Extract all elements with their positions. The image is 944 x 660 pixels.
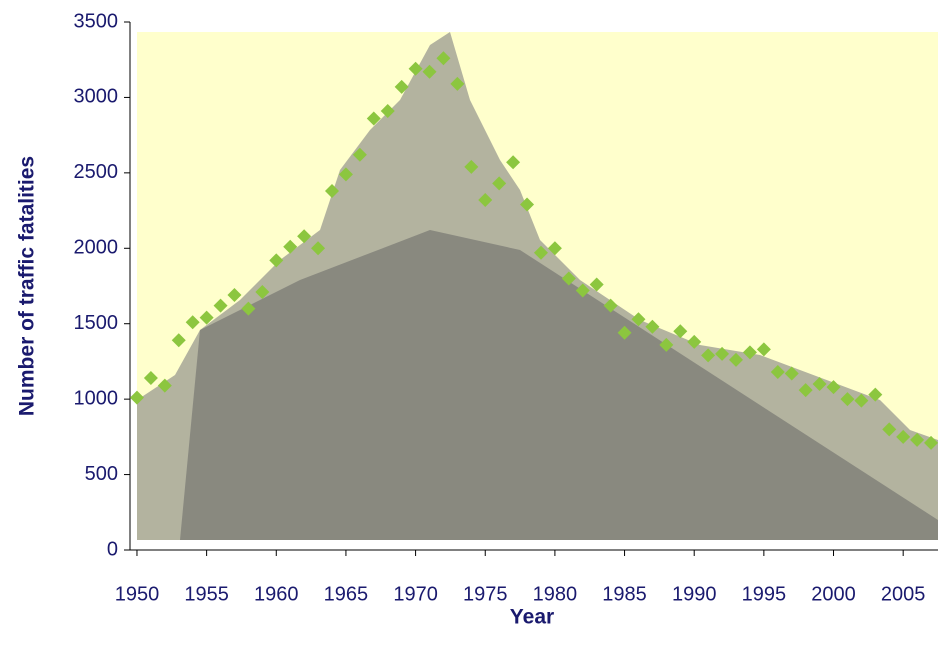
x-tick-label: 1970 [393,583,438,605]
y-tick-label: 1500 [74,312,119,334]
y-tick-label: 3500 [74,10,119,32]
marker [742,345,757,360]
y-tick-label: 3000 [74,86,119,108]
x-tick-label: 2005 [881,583,926,605]
marker [506,155,521,170]
marker [840,392,855,407]
marker [311,241,326,256]
marker [756,342,771,357]
x-tick-label: 1960 [254,583,299,605]
marker [199,310,214,325]
marker [520,197,535,212]
x-tick-label: 1950 [115,583,160,605]
marker [394,79,409,94]
marker [561,271,576,286]
marker [408,61,423,76]
y-tick-label: 2000 [74,237,119,259]
marker [450,76,465,91]
marker [325,183,339,198]
marker [269,253,284,268]
marker [157,378,172,393]
road [180,230,938,540]
marker [422,64,437,79]
x-tick-label: 1955 [184,583,229,605]
marker [492,176,507,191]
marker [143,371,158,386]
marker [631,312,646,327]
x-tick-label: 1965 [324,583,369,605]
y-axis-title: Number of traffic fatalities [16,156,39,416]
marker [798,383,813,398]
marker [575,283,590,298]
marker [812,377,827,392]
x-tick-label: 1995 [742,583,787,605]
marker [617,325,632,340]
y-tick-label: 2500 [74,161,119,183]
x-tick-label: 1985 [602,583,647,605]
marker [547,241,562,256]
marker [896,429,911,444]
x-axis-title: Year [510,606,554,629]
marker [213,298,228,313]
marker [659,337,674,352]
x-tick-label: 1975 [463,583,508,605]
marker [645,319,660,334]
y-tick-label: 1000 [74,387,119,409]
marker [770,364,785,379]
y-tick-label: 500 [85,463,118,485]
x-tick-label: 1980 [533,583,578,605]
marker [283,239,298,254]
marker [729,352,743,367]
marker [826,380,841,395]
marker [854,393,869,408]
marker [241,301,256,316]
marker [673,324,688,339]
marker [924,435,939,450]
marker [910,432,925,447]
marker [687,334,702,349]
marker [868,387,883,402]
marker [380,104,395,119]
marker [533,245,548,260]
marker [129,390,144,405]
marker [185,315,200,330]
x-tick-label: 2000 [811,583,856,605]
marker [715,346,730,361]
marker [297,229,312,244]
marker [464,159,479,174]
marker [478,193,493,208]
x-tick-label: 1990 [672,583,717,605]
marker [171,333,186,348]
marker [589,277,604,292]
marker [338,167,353,182]
marker [366,111,381,126]
marker [352,147,367,162]
marker [603,298,618,313]
y-tick-label: 0 [107,538,118,560]
marker [882,422,897,437]
marker [784,366,799,381]
marker [701,348,716,363]
marker [255,285,270,300]
marker [227,288,242,303]
marker [436,51,451,66]
